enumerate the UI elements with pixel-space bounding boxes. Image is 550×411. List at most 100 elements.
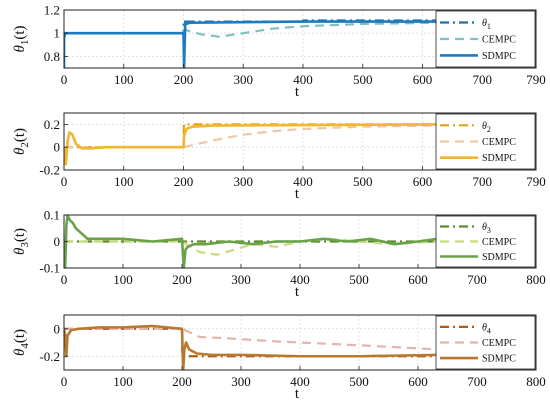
legend-label: θ3: [482, 222, 491, 235]
x-tick-label: 200: [172, 374, 192, 389]
x-tick-label: 200: [174, 174, 194, 189]
y-axis-label-symbol: θ: [12, 147, 28, 155]
series-line-sdmpc: [64, 20, 442, 68]
x-tick-label: 500: [349, 272, 369, 287]
y-axis-label-suffix: (t): [12, 128, 28, 142]
axes-frame: [63, 112, 537, 171]
chart-panel-3: 0 100 200 300 400 500 600 700 800-0.100.1tθ3(t)θ…: [12, 208, 546, 301]
x-axis-label: t: [295, 386, 300, 402]
y-axis-label-suffix: (t): [12, 329, 28, 343]
legend-label: SDMPC: [482, 252, 516, 263]
x-tick-label: 700: [472, 72, 492, 87]
x-tick-label: 500: [353, 72, 373, 87]
x-tick-label: 600: [408, 374, 428, 389]
x-tick-label: 0: [61, 272, 68, 287]
y-tick-label: 0: [54, 321, 61, 336]
y-axis-label-suffix: (t): [12, 25, 28, 39]
x-tick-label: 200: [174, 72, 194, 87]
y-axis-label-subscript: 4: [19, 343, 31, 349]
series-line-sdmpc: [64, 324, 437, 370]
x-tick-label: 800: [526, 374, 546, 389]
legend-label: SDMPC: [482, 354, 516, 365]
chart-panel-1: 0 100 200 300 400 500 600 700 7900.811.2tθ1(t)θ1…: [12, 3, 546, 101]
y-tick-label: 1: [54, 26, 61, 41]
y-axis-label: θ2(t): [12, 128, 31, 155]
series-line-sdmpc: [64, 215, 438, 268]
x-tick-label: 300: [231, 374, 251, 389]
x-tick-label: 790: [526, 174, 546, 189]
x-tick-label: 790: [526, 72, 546, 87]
series-line-cempc: [64, 237, 437, 256]
x-tick-label: 300: [231, 272, 251, 287]
series-line-cempc: [64, 124, 442, 149]
legend-label-subscript: 3: [487, 226, 491, 235]
y-tick-label: 0: [54, 140, 61, 155]
x-axis-label: t: [295, 284, 300, 300]
legend-label: CEMPC: [482, 338, 516, 349]
legend-label: SDMPC: [482, 153, 516, 164]
series-line-sdmpc: [64, 123, 442, 166]
x-tick-label: 800: [526, 272, 546, 287]
x-tick-label: 300: [233, 174, 253, 189]
legend-label-symbol: θ: [482, 18, 487, 29]
series-line-cempc: [64, 327, 437, 351]
legend-label-symbol: θ: [482, 121, 487, 132]
x-axis-label: t: [295, 186, 300, 202]
legend: θ2 CEMPC SDMPC: [435, 113, 536, 170]
y-axis-label-subscript: 2: [19, 142, 31, 148]
legend-label-subscript: 1: [487, 22, 491, 31]
x-tick-label: 400: [293, 72, 313, 87]
x-tick-label: 500: [349, 374, 369, 389]
y-axis-label-symbol: θ: [12, 45, 28, 53]
legend-label: θ2: [482, 121, 491, 134]
legend-box: [435, 10, 536, 68]
x-tick-label: 100: [113, 374, 133, 389]
x-tick-label: 100: [113, 272, 133, 287]
x-tick-label: 300: [233, 72, 253, 87]
y-axis-label-subscript: 3: [19, 242, 31, 248]
y-axis-label: θ1(t): [12, 25, 31, 52]
y-tick-label: 0: [54, 234, 61, 249]
x-tick-label: 0: [61, 374, 68, 389]
legend-label: CEMPC: [482, 35, 516, 46]
x-tick-label: 700: [467, 272, 487, 287]
x-tick-label: 100: [114, 174, 134, 189]
y-axis-label-subscript: 1: [19, 40, 31, 46]
legend-label-symbol: θ: [482, 322, 487, 333]
legend-label: CEMPC: [482, 137, 516, 148]
legend-box: [435, 315, 536, 370]
y-tick-label: 0.2: [44, 117, 60, 132]
x-tick-label: 600: [413, 72, 433, 87]
x-tick-label: 0: [61, 174, 68, 189]
legend-label-subscript: 4: [487, 326, 491, 335]
chart-panel-4: 0 100 200 300 400 500 600 700 800-0.20tθ4(t)θ4CE…: [12, 314, 546, 402]
x-tick-label: 700: [467, 374, 487, 389]
legend-label: CEMPC: [482, 237, 516, 248]
legend-label: θ4: [482, 322, 491, 335]
y-tick-label: 0.1: [44, 208, 60, 223]
y-axis-label-symbol: θ: [12, 348, 28, 356]
legend-label: SDMPC: [482, 51, 516, 62]
legend: θ4 CEMPC SDMPC: [435, 315, 536, 370]
legend-label-symbol: θ: [482, 222, 487, 233]
y-tick-label: -0.1: [39, 261, 60, 276]
x-tick-label: 700: [472, 174, 492, 189]
x-tick-label: 600: [413, 174, 433, 189]
y-axis-label-symbol: θ: [12, 247, 28, 255]
y-axis-label: θ3(t): [12, 228, 31, 255]
y-tick-label: 0.8: [44, 49, 60, 64]
legend: θ3 CEMPC SDMPC: [435, 215, 536, 268]
y-tick-label: 1.2: [44, 3, 60, 18]
legend-label-subscript: 2: [487, 125, 491, 134]
x-tick-label: 400: [290, 272, 310, 287]
x-tick-label: 400: [293, 174, 313, 189]
y-axis-label-suffix: (t): [12, 228, 28, 242]
x-tick-label: 200: [172, 272, 192, 287]
x-tick-label: 500: [353, 174, 373, 189]
y-tick-label: -0.2: [39, 349, 60, 364]
legend-label: θ1: [482, 18, 491, 31]
legend: θ1 CEMPC SDMPC: [435, 10, 536, 68]
y-axis-label: θ4(t): [12, 329, 31, 356]
chart-panel-2: 0 100 200 300 400 500 600 700 790-0.200.2tθ2(t)θ…: [12, 112, 546, 202]
